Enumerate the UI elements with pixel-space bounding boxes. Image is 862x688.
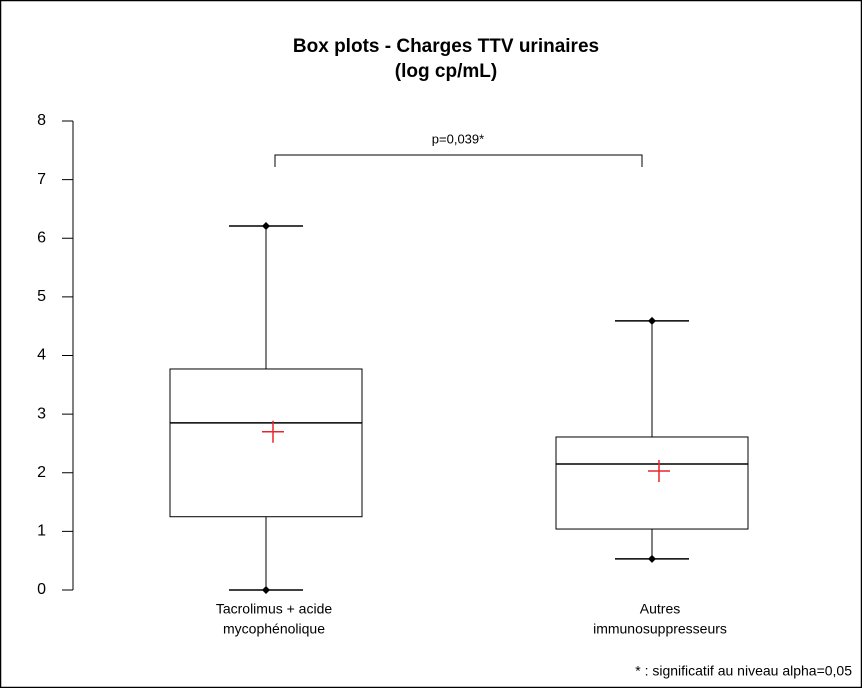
y-tick-label: 7 [37,171,46,188]
box [555,436,749,530]
x-tick-label: Autres [640,601,680,617]
extreme-point [648,554,656,563]
y-tick-label: 8 [37,112,46,129]
box [169,368,363,518]
extreme-point [262,586,270,594]
mean-marker [262,420,284,443]
extreme-point [262,221,270,230]
y-tick-label: 4 [37,347,46,364]
extreme-point [648,316,656,325]
mean-marker [648,459,670,482]
footnote: * : significatif au niveau alpha=0,05 [635,663,852,679]
x-tick-label: mycophénolique [223,621,325,637]
x-tick-label: Tacrolimus + acide [216,601,333,617]
chart-title: (log cp/mL) [395,61,497,82]
y-tick-label: 0 [37,581,46,598]
y-tick-label: 1 [37,523,46,540]
y-tick-label: 5 [37,288,46,305]
chart-title: Box plots - Charges TTV urinaires [293,36,599,57]
y-tick-label: 6 [37,229,46,246]
annotation: p=0,039* [432,131,484,146]
x-tick-label: immunosuppresseurs [593,621,727,637]
y-tick-label: 2 [37,464,46,481]
y-tick-label: 3 [37,405,46,422]
significance-bracket [274,154,643,167]
